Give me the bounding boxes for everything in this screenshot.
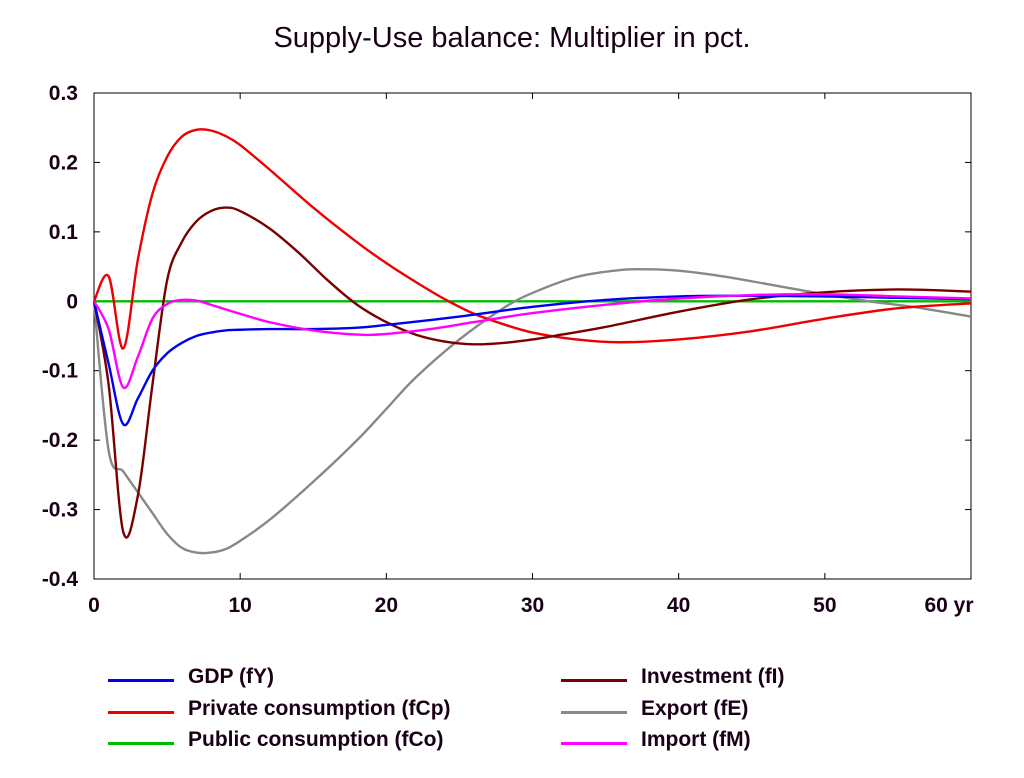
series-line-investment-fi <box>92 206 972 539</box>
legend-swatch <box>561 679 627 682</box>
legend-label: Export (fE) <box>641 697 749 720</box>
series-line-export-fe <box>92 267 972 555</box>
y-tick-label: -0.3 <box>42 499 78 522</box>
x-tick-label: 60 yr <box>924 594 973 617</box>
legend-swatch <box>108 711 174 714</box>
legend-label: GDP (fY) <box>188 665 274 688</box>
tick-labels: 0.3 0.2 0.1 0 -0.1 -0.2 -0.3 -0.4 0 10 20 30 40 50 60 … <box>42 82 974 617</box>
x-tick-label: 40 <box>667 594 690 617</box>
series-line-import-fm <box>92 293 972 390</box>
y-tick-label: -0.4 <box>42 568 79 591</box>
legend-swatch <box>108 742 174 745</box>
legend-label: Private consumption (fCp) <box>188 697 451 720</box>
legend-swatch <box>108 679 174 682</box>
y-tick-label: 0.1 <box>49 221 79 244</box>
y-tick-label: 0.3 <box>49 82 78 105</box>
y-tick-label: -0.1 <box>42 360 79 383</box>
series-lines <box>92 128 972 555</box>
x-tick-label: 20 <box>375 594 398 617</box>
legend-label: Public consumption (fCo) <box>188 728 444 751</box>
y-tick-label: 0.2 <box>49 151 78 174</box>
x-tick-label: 50 <box>813 594 836 617</box>
series-line-private-consumption-fcp <box>92 128 972 350</box>
x-tick-label: 10 <box>228 594 251 617</box>
y-tick-label: -0.2 <box>42 429 78 452</box>
x-tick-label: 30 <box>521 594 544 617</box>
legend-swatch <box>561 742 627 745</box>
chart-title: Supply-Use balance: Multiplier in pct. <box>273 22 751 54</box>
legend-label: Investment (fI) <box>641 665 785 688</box>
legend-swatch <box>561 711 627 714</box>
y-tick-label: 0 <box>66 290 78 313</box>
x-tick-label: 0 <box>88 594 100 617</box>
legend-label: Import (fM) <box>641 728 751 751</box>
